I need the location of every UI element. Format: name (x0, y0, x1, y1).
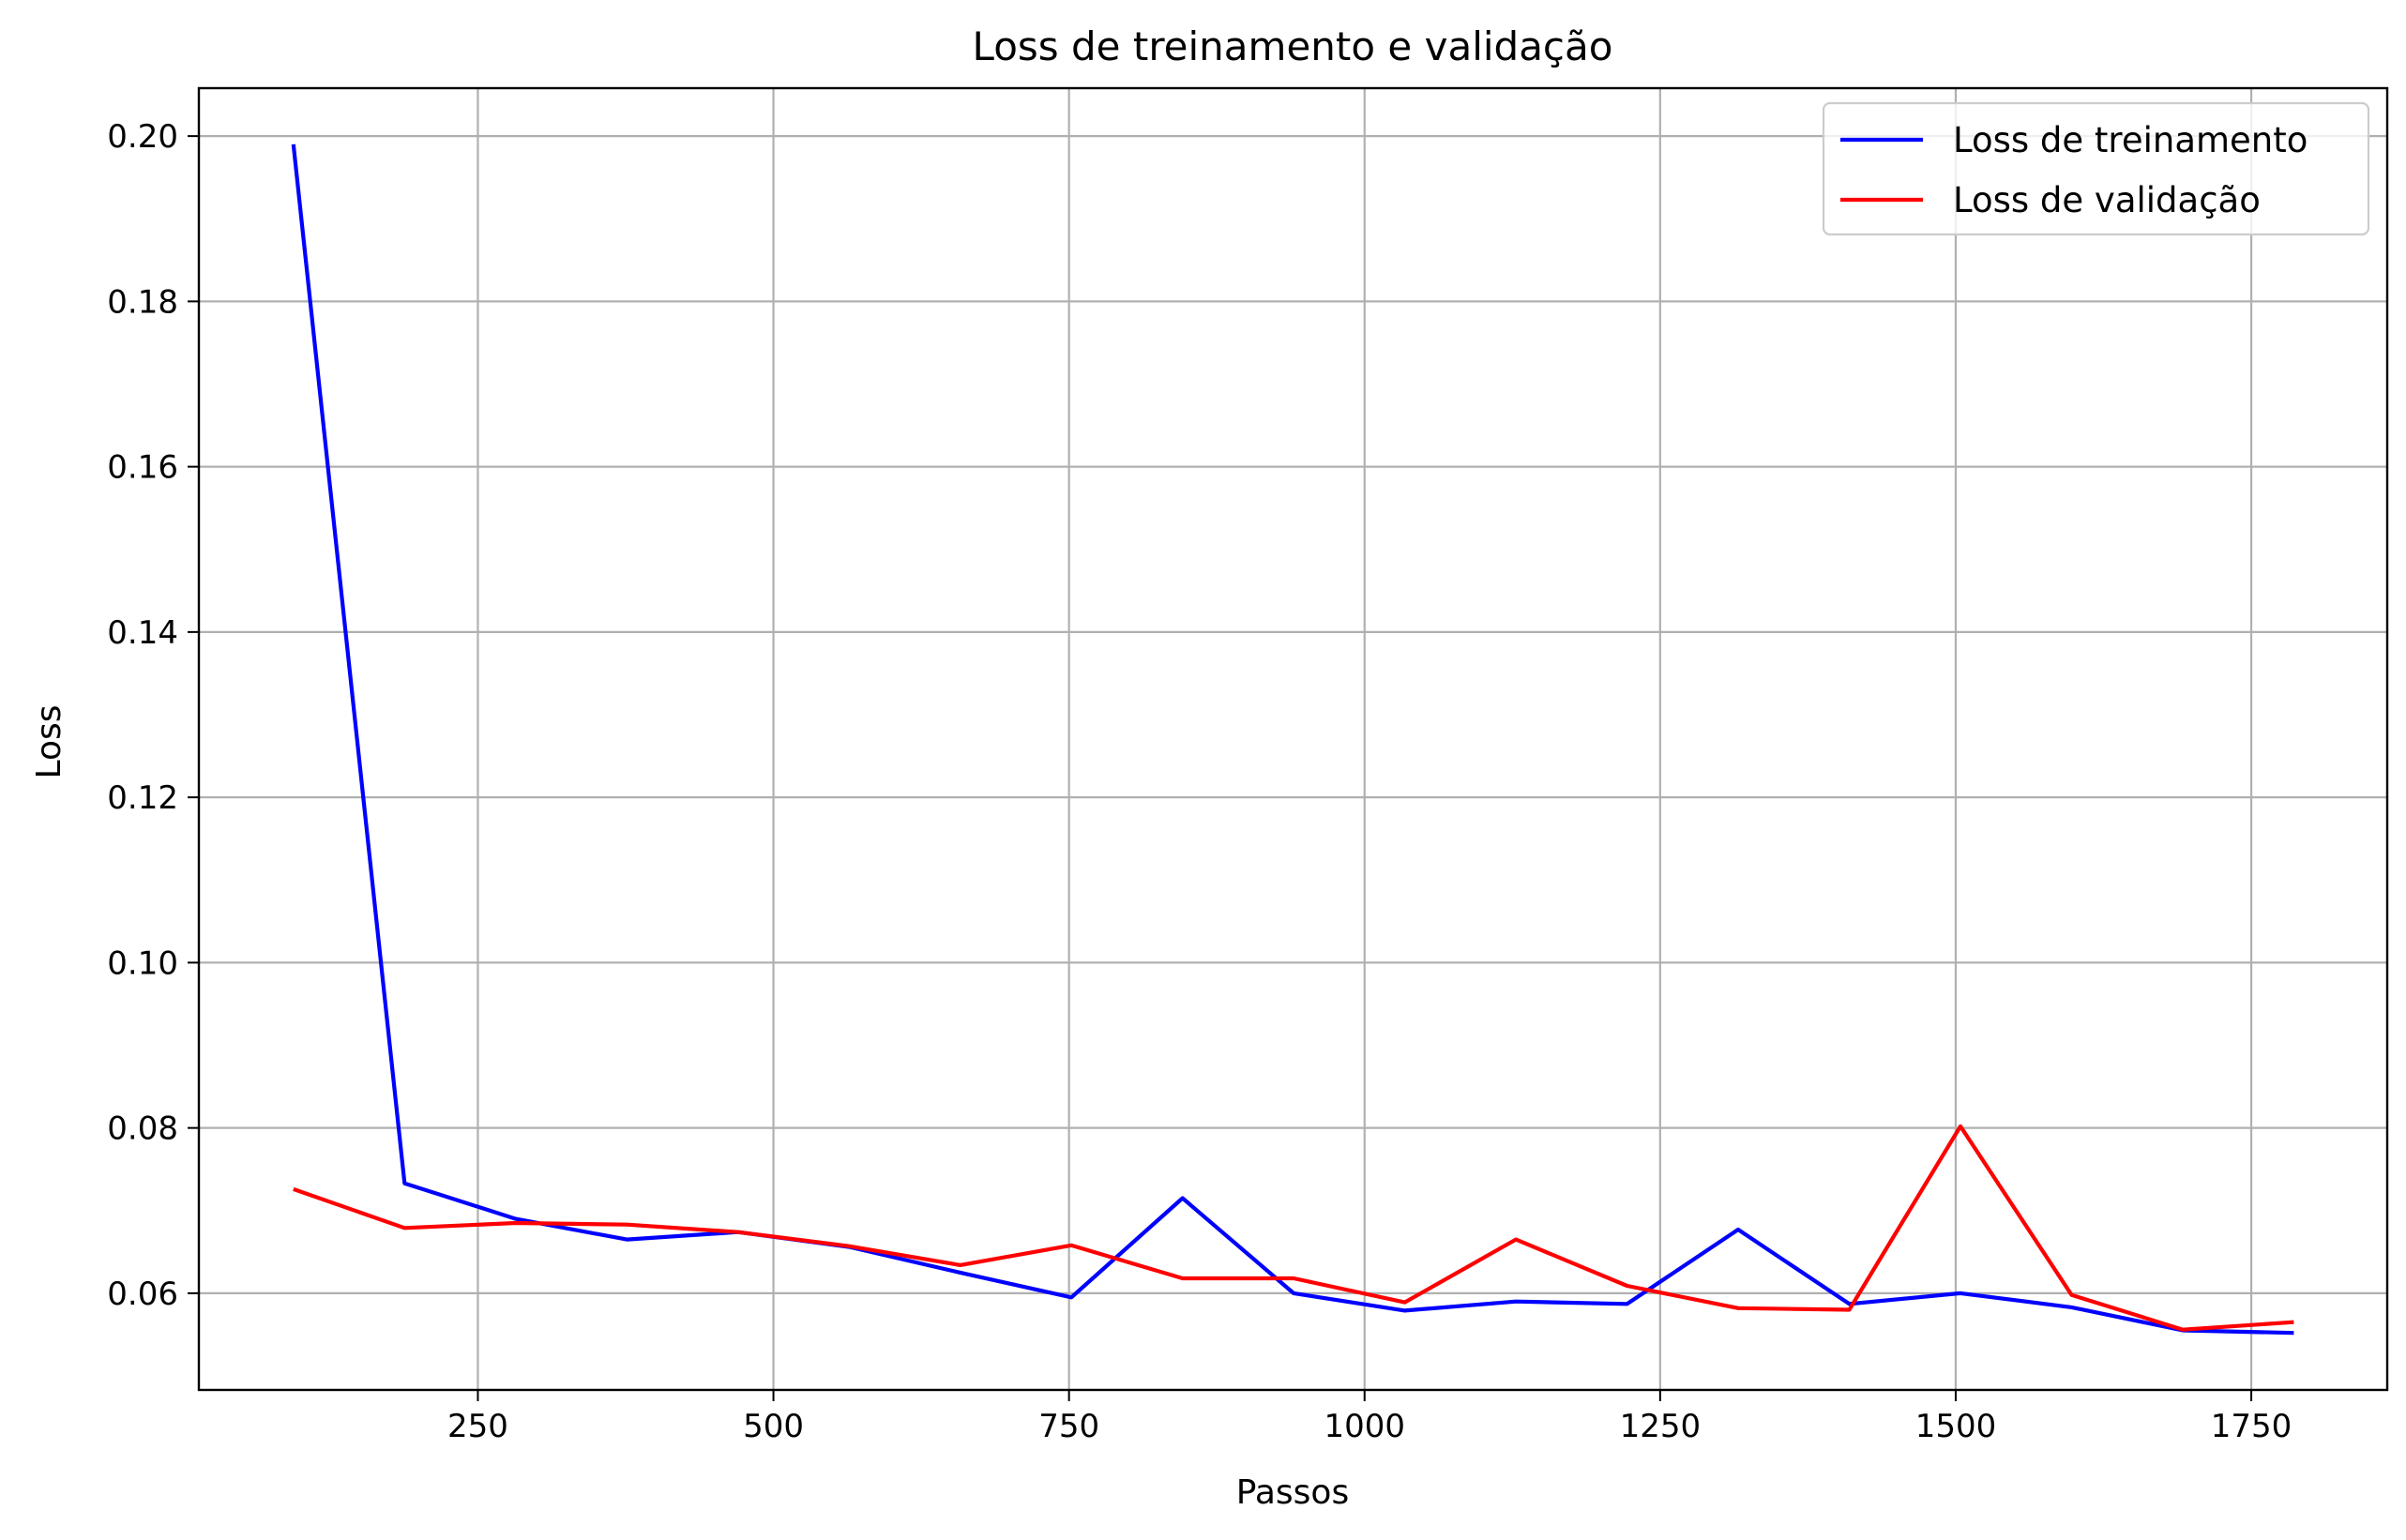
x-tick-label: 1250 (1620, 1408, 1702, 1445)
validation-loss-line (293, 1124, 2294, 1332)
y-tick-label: 0.06 (107, 1276, 178, 1313)
grid (199, 88, 2387, 1390)
y-tick-label: 0.14 (107, 614, 178, 652)
legend-label-training: Loss de treinamento (1953, 120, 2308, 160)
x-tick-label: 1750 (2211, 1408, 2293, 1445)
x-axis-label: Passos (1236, 1473, 1349, 1512)
x-tick-label: 1500 (1915, 1408, 1997, 1445)
legend: Loss de treinamento Loss de validação (1822, 101, 2370, 236)
legend-box (1822, 101, 2370, 236)
y-tick-label: 0.12 (107, 779, 178, 817)
x-tick-label: 1000 (1324, 1408, 1405, 1445)
x-tick-label: 250 (447, 1408, 508, 1445)
y-tick-label: 0.08 (107, 1110, 178, 1148)
y-axis-label: Loss (30, 705, 68, 779)
training-loss-line (291, 143, 2294, 1336)
axis-ticks: 250 500 750 1000 1250 1500 1750 0.06 0.08 0.10 0.1… (107, 118, 2292, 1445)
legend-label-validation: Loss de validação (1953, 180, 2261, 220)
chart-title: Loss de treinamento e validação (973, 23, 1613, 69)
series-layer (291, 143, 2294, 1336)
y-tick-label: 0.20 (107, 118, 178, 156)
y-tick-label: 0.18 (107, 283, 178, 321)
x-tick-label: 750 (1038, 1408, 1099, 1445)
x-tick-label: 500 (743, 1408, 804, 1445)
y-tick-label: 0.10 (107, 944, 178, 982)
plot-area-frame (197, 86, 2389, 1392)
y-tick-label: 0.16 (107, 449, 178, 487)
